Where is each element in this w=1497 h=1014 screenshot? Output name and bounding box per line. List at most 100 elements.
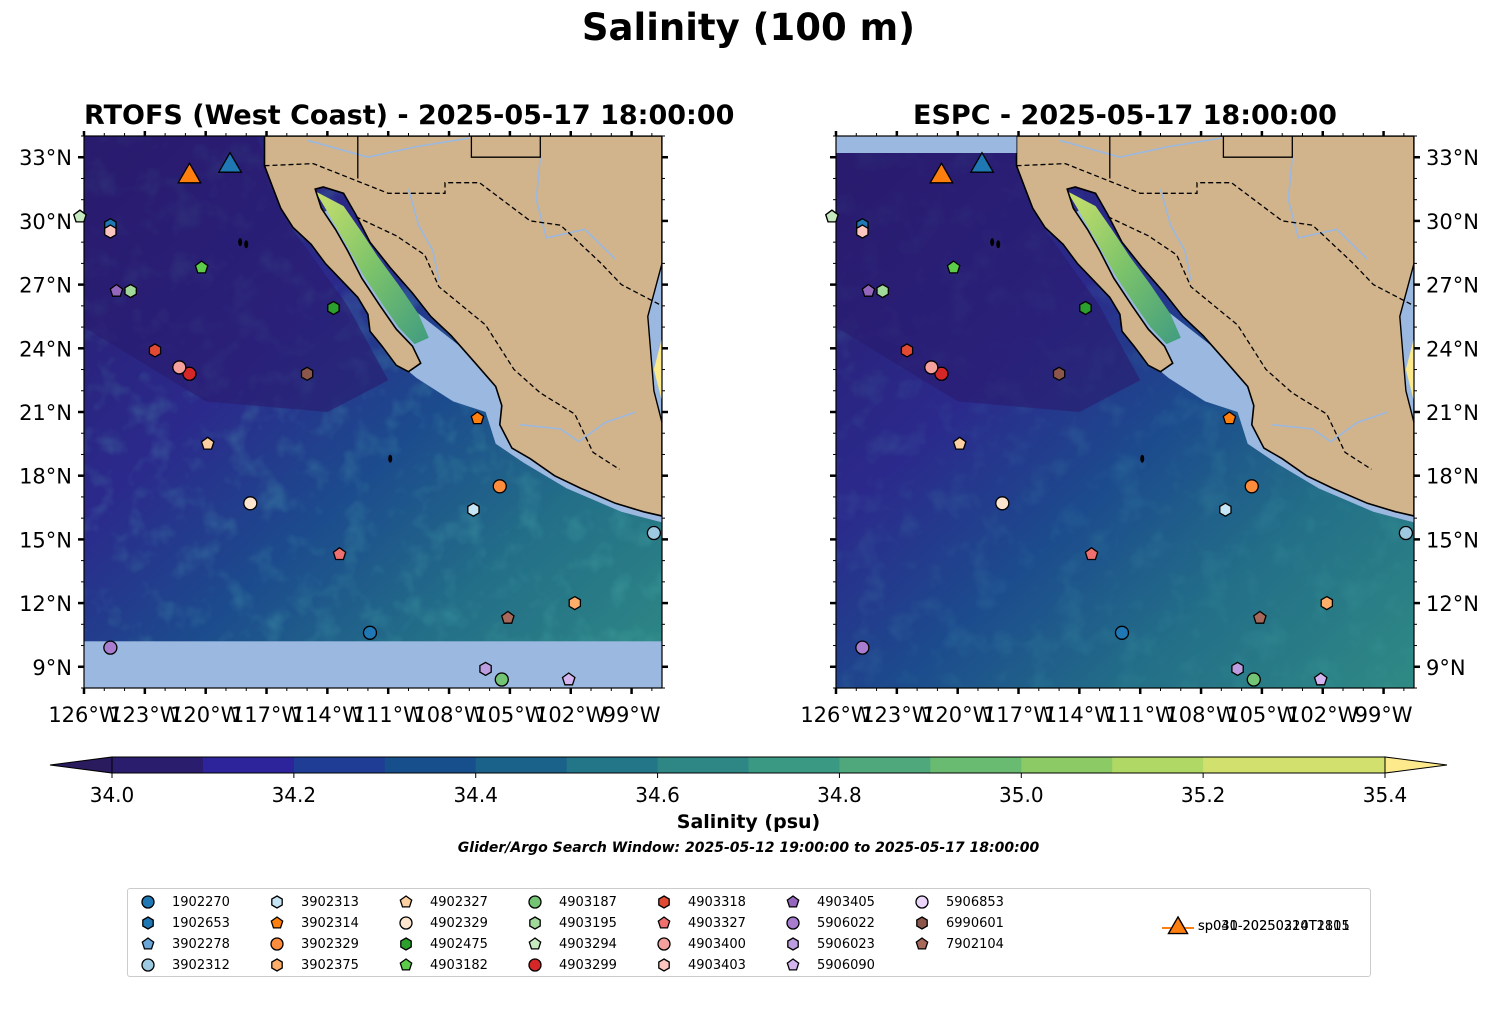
float-marker-3902312 bbox=[646, 525, 662, 541]
float-marker-5906022 bbox=[103, 640, 118, 655]
legend-marker bbox=[141, 895, 155, 909]
colorbar-tick-label: 34.8 bbox=[817, 783, 862, 807]
legend-label: sp030-20250310T2101 bbox=[1198, 918, 1350, 934]
float-marker-3902314 bbox=[1222, 411, 1237, 425]
land bbox=[1015, 136, 1414, 517]
legend-item: 4903318 bbox=[654, 893, 746, 911]
lon-tick-label: 114°W bbox=[1044, 703, 1116, 727]
float-marker-3902312 bbox=[1398, 525, 1414, 541]
legend-item: 4902475 bbox=[396, 935, 488, 953]
float-marker-4902327 bbox=[952, 436, 967, 450]
float-marker-4903403 bbox=[104, 224, 117, 239]
lon-tick-label: 114°W bbox=[292, 703, 364, 727]
legend-marker bbox=[271, 895, 283, 909]
glider-marker-sp030-20250310T2101 bbox=[217, 151, 243, 173]
colorbar-frame bbox=[111, 756, 1386, 774]
legend-marker bbox=[270, 916, 284, 929]
legend-marker bbox=[528, 895, 542, 909]
colorbar-segment bbox=[1294, 757, 1386, 773]
legend-item: 4903403 bbox=[654, 956, 746, 974]
colorbar-segment bbox=[1021, 757, 1113, 773]
legend-marker bbox=[916, 916, 928, 930]
lon-tick-label: 120°W bbox=[170, 703, 242, 727]
legend-label: 5906090 bbox=[817, 957, 875, 973]
colorbar-tick-label: 35.2 bbox=[1181, 783, 1226, 807]
legend-float-marker bbox=[915, 937, 929, 950]
lon-tick-label: 99°W bbox=[603, 703, 661, 727]
legend-item: 3902329 bbox=[267, 935, 359, 953]
legend-float-marker bbox=[399, 958, 413, 971]
colorbar-over-arrow bbox=[1384, 756, 1448, 774]
legend-marker bbox=[399, 895, 413, 908]
legend-marker bbox=[529, 916, 541, 930]
lat-tick-label: 15°N bbox=[1426, 528, 1479, 552]
lon-tick-label: 126°W bbox=[800, 703, 872, 727]
legend-item: 7902104 bbox=[912, 935, 1004, 953]
legend-label: 3902329 bbox=[301, 936, 359, 952]
legend-label: 3902313 bbox=[301, 894, 359, 910]
legend-label: 3902375 bbox=[301, 957, 359, 973]
legend-float-marker bbox=[270, 937, 284, 951]
lat-tick-label: 30°N bbox=[1426, 210, 1479, 234]
lon-tick-label: 105°W bbox=[1226, 703, 1298, 727]
float-marker-4903318 bbox=[148, 343, 162, 358]
legend-label: 4903318 bbox=[688, 894, 746, 910]
lat-tick-label: 18°N bbox=[19, 465, 72, 489]
colorbar-label: Salinity (psu) bbox=[676, 811, 821, 833]
legend-marker bbox=[657, 916, 671, 929]
legend-item: 4903405 bbox=[783, 893, 875, 911]
float-marker-6990601 bbox=[1052, 366, 1066, 382]
float-marker-5906022 bbox=[855, 640, 870, 655]
espc-panel-title: ESPC - 2025-05-17 18:00:00 bbox=[913, 100, 1337, 131]
rtofs-map: 126°W123°W120°W117°W114°W111°W108°W105°W… bbox=[19, 131, 668, 727]
legend-label: sp041-20250224T1815 bbox=[1198, 918, 1350, 934]
float-marker-4902329 bbox=[243, 496, 258, 511]
legend-marker bbox=[786, 958, 800, 971]
legend-item: 4903400 bbox=[654, 935, 746, 953]
lat-tick-label: 27°N bbox=[19, 274, 72, 298]
lat-tick-label: 33°N bbox=[1426, 146, 1479, 170]
colorbar-segment bbox=[202, 757, 295, 773]
legend-item: 1902270 bbox=[138, 893, 230, 911]
river bbox=[535, 157, 616, 260]
legend-marker bbox=[915, 895, 929, 909]
float-marker-4903294 bbox=[73, 209, 87, 223]
lon-tick-label: 123°W bbox=[109, 703, 181, 727]
glider-marker-sp041-20250224T1815 bbox=[177, 161, 202, 184]
state-border bbox=[1107, 216, 1372, 470]
colorbar-segment bbox=[1112, 757, 1204, 773]
legend-label: 5906853 bbox=[946, 894, 1004, 910]
float-marker-4903182 bbox=[194, 260, 209, 274]
legend-label: 6990601 bbox=[946, 915, 1004, 931]
legend-float-marker bbox=[529, 916, 541, 930]
lon-tick-label: 99°W bbox=[1355, 703, 1413, 727]
lat-tick-label: 12°N bbox=[19, 592, 72, 616]
island bbox=[990, 238, 995, 247]
colorbar-segment bbox=[657, 757, 749, 773]
lon-tick-label: 105°W bbox=[474, 703, 546, 727]
legend-item: 5906090 bbox=[783, 956, 875, 974]
legend-marker bbox=[787, 937, 799, 951]
lon-tick-label: 117°W bbox=[983, 703, 1055, 727]
colorbar-segment bbox=[384, 757, 477, 773]
float-marker-3902313 bbox=[467, 502, 480, 517]
float-marker-4903403 bbox=[856, 224, 869, 239]
river bbox=[407, 188, 440, 281]
legend-marker bbox=[528, 937, 542, 950]
legend-label: 5906022 bbox=[817, 915, 875, 931]
lat-tick-label: 9°N bbox=[32, 656, 72, 680]
lon-tick-label: 120°W bbox=[922, 703, 994, 727]
lat-tick-label: 9°N bbox=[1426, 656, 1466, 680]
gulf-of-mexico-salty bbox=[1405, 337, 1414, 402]
legend-item: sp041-20250224T1815 bbox=[1162, 914, 1350, 938]
no-data-band bbox=[836, 136, 1017, 153]
legend-label: 4903299 bbox=[559, 957, 617, 973]
legend-float-marker bbox=[657, 916, 671, 929]
float-marker-7902104 bbox=[1252, 610, 1267, 624]
float-marker-4903182 bbox=[946, 260, 961, 274]
legend-item: 5906022 bbox=[783, 914, 875, 932]
legend-item: 1902653 bbox=[138, 914, 230, 932]
legend-float-marker bbox=[915, 895, 929, 909]
legend-marker bbox=[915, 937, 929, 950]
legend-float-marker bbox=[786, 958, 800, 971]
